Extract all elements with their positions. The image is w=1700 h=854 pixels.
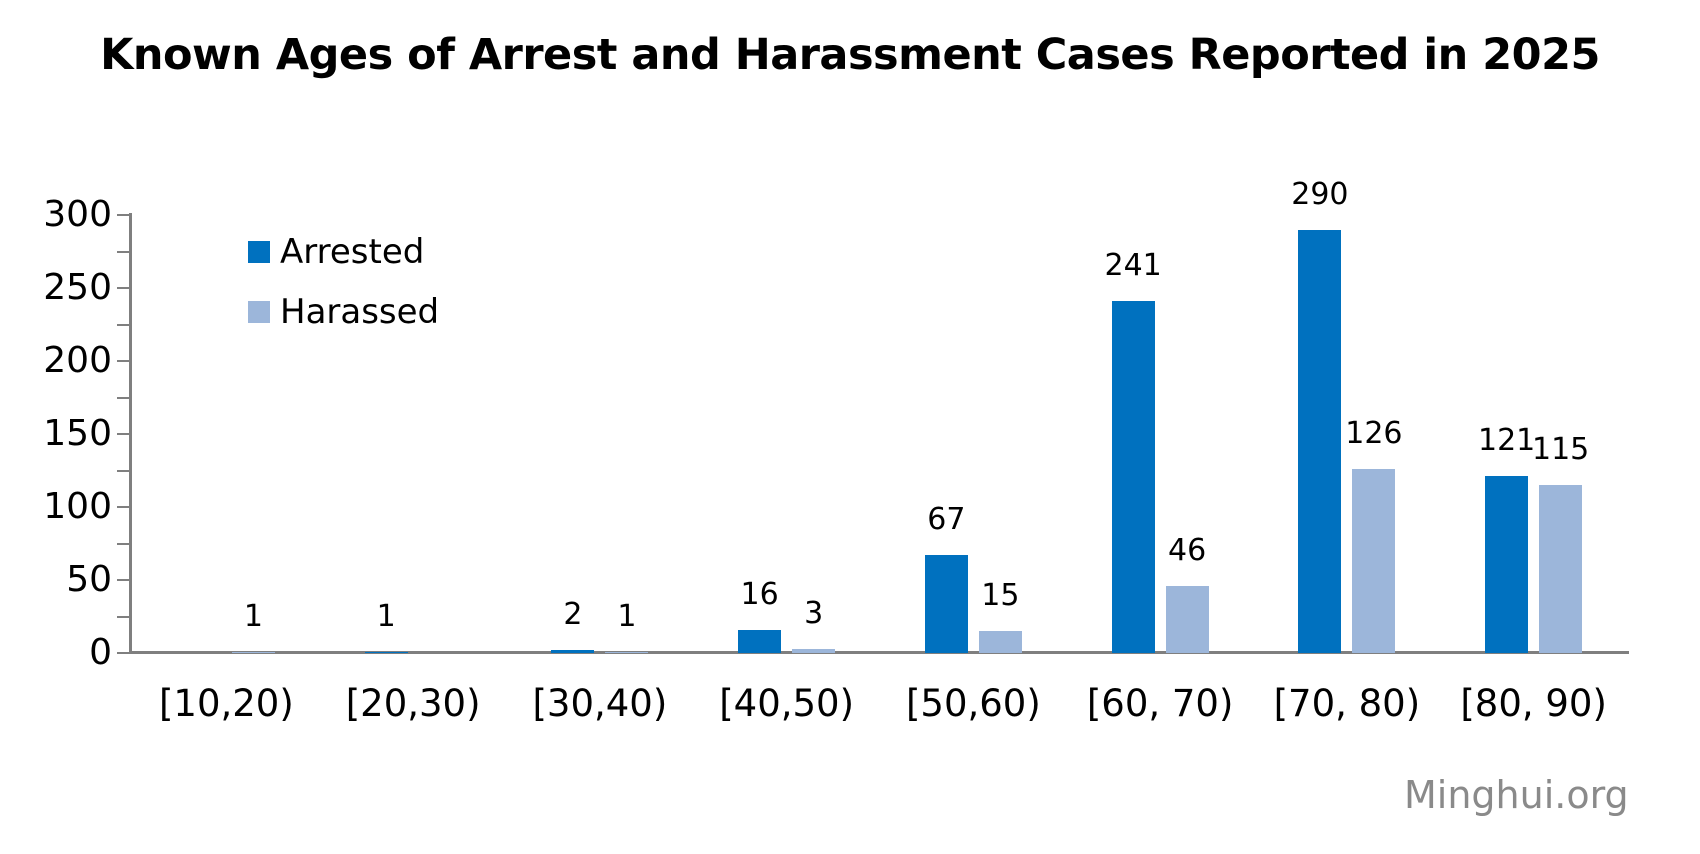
y-axis-tick — [117, 506, 129, 508]
y-axis-tick-label: 250 — [43, 267, 112, 308]
y-axis-tick — [117, 615, 129, 618]
bar-arrested-[30,40) — [551, 650, 595, 653]
bar-harassed-[40,50) — [792, 649, 836, 653]
y-axis-tick — [117, 542, 129, 545]
bar-label-harassed-[70, 80): 126 — [1345, 416, 1403, 451]
legend-swatch-arrested — [248, 241, 270, 263]
legend-swatch-harassed — [248, 301, 270, 323]
x-axis-category-label: [60, 70) — [1086, 682, 1234, 725]
bar-label-arrested-[50,60): 67 — [927, 502, 966, 537]
bar-label-arrested-[30,40): 2 — [563, 597, 583, 632]
x-axis-category-label: [20,30) — [345, 682, 481, 725]
x-axis-category-label: [40,50) — [719, 682, 855, 725]
x-axis-category-label: [30,40) — [532, 682, 668, 725]
x-axis-category-label: [80, 90) — [1460, 682, 1607, 725]
bar-arrested-[20,30) — [364, 652, 408, 653]
y-axis-tick — [117, 579, 129, 581]
y-axis-tick-label: 200 — [43, 340, 112, 381]
bar-harassed-[50,60) — [978, 631, 1022, 653]
bar-harassed-[30,40) — [605, 652, 649, 653]
legend-label-arrested: Arrested — [280, 232, 425, 272]
y-axis-tick — [117, 433, 129, 435]
bar-label-harassed-[60, 70): 46 — [1168, 533, 1207, 568]
x-axis-line — [129, 651, 1629, 654]
bar-arrested-[60, 70) — [1111, 301, 1155, 653]
bar-harassed-[70, 80) — [1352, 469, 1396, 653]
y-axis-tick-label: 100 — [43, 486, 112, 527]
legend-label-harassed: Harassed — [280, 292, 440, 332]
y-axis-tick — [117, 469, 129, 472]
y-axis-tick — [117, 396, 129, 399]
bar-arrested-[80, 90) — [1485, 476, 1529, 653]
chart-title: Known Ages of Arrest and Harassment Case… — [100, 30, 1600, 80]
y-axis-tick-label: 300 — [43, 194, 112, 235]
x-axis-category-label: [50,60) — [905, 682, 1041, 725]
bar-label-harassed-[40,50): 3 — [804, 596, 824, 631]
y-axis-tick — [117, 287, 129, 289]
watermark-minghui: Minghui.org — [1404, 773, 1629, 817]
y-axis-tick — [117, 323, 129, 326]
x-axis-category-label: [10,20) — [158, 682, 294, 725]
bar-label-harassed-[50,60): 15 — [981, 578, 1020, 613]
bar-harassed-[80, 90) — [1539, 485, 1583, 653]
bar-arrested-[40,50) — [738, 630, 782, 653]
x-axis-category-label: [70, 80) — [1273, 682, 1421, 725]
y-axis-tick — [117, 214, 129, 216]
bar-label-harassed-[10,20): 1 — [243, 599, 263, 634]
y-axis-tick — [117, 360, 129, 362]
bar-harassed-[10,20) — [231, 652, 275, 653]
bar-label-arrested-[40,50): 16 — [740, 577, 779, 612]
y-axis-tick — [117, 250, 129, 253]
y-axis-tick-label: 50 — [66, 559, 112, 600]
bar-label-arrested-[60, 70): 241 — [1104, 248, 1162, 283]
y-axis-tick-label: 0 — [89, 632, 112, 673]
y-axis-line — [129, 213, 132, 654]
bar-label-arrested-[70, 80): 290 — [1291, 177, 1349, 212]
bar-label-harassed-[80, 90): 115 — [1531, 432, 1590, 467]
bar-arrested-[70, 80) — [1298, 230, 1342, 653]
bar-arrested-[50,60) — [924, 555, 968, 653]
bar-harassed-[60, 70) — [1165, 586, 1209, 653]
bar-label-arrested-[80, 90): 121 — [1477, 423, 1536, 458]
bar-label-arrested-[20,30): 1 — [376, 599, 396, 634]
bar-label-harassed-[30,40): 1 — [617, 599, 637, 634]
y-axis-tick — [117, 652, 129, 654]
y-axis-tick-label: 150 — [43, 413, 112, 454]
